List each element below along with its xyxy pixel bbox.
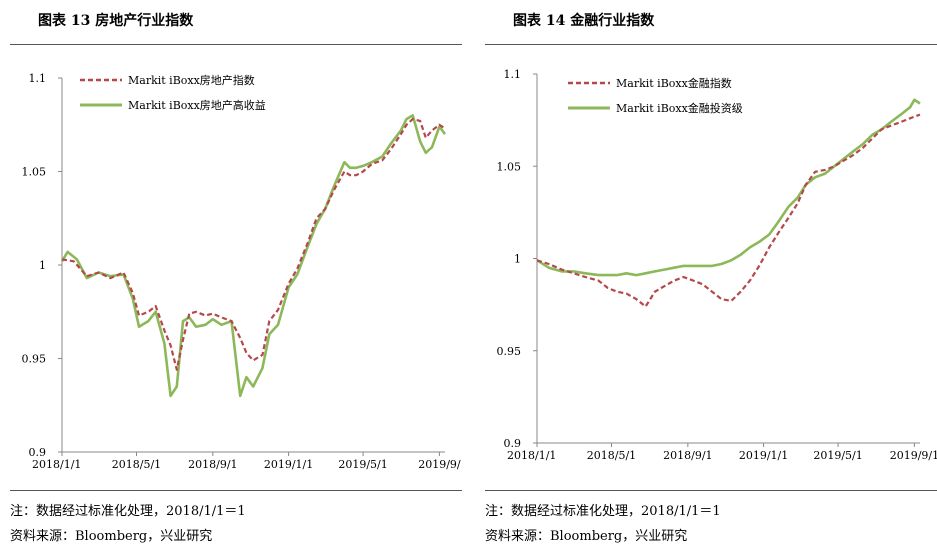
y-tick-label: 1.1 <box>504 68 522 81</box>
y-tick-label: 0.9 <box>504 437 522 450</box>
panel-real-estate: 图表 13 房地产行业指数 0.9 0.95 1 1.05 1.1 2018/1/1 201… <box>0 0 462 551</box>
x-tick-label: 2019/9/1 <box>890 449 937 462</box>
top-rule <box>10 44 462 45</box>
y-tick-label: 0.95 <box>22 353 47 366</box>
y-tick-label: 0.95 <box>497 345 522 358</box>
chart-note: 注：数据经过标准化处理，2018/1/1＝1 <box>10 504 246 519</box>
legend-label: Markit iBoxx金融指数 <box>616 76 732 90</box>
bottom-rule <box>485 490 937 491</box>
x-tick-label: 2019/5/1 <box>338 458 387 471</box>
series-line-2 <box>536 98 921 277</box>
series-line-1 <box>536 113 921 308</box>
y-tick-label: 1 <box>39 259 46 272</box>
x-tick-label: 2019/9/ <box>418 458 461 471</box>
panel-financial: 图表 14 金融行业指数 0.9 0.95 1 1.05 1.1 2018/1/1 2018… <box>475 0 937 551</box>
y-tick-label: 0.9 <box>29 446 47 459</box>
series-line-2 <box>60 114 447 398</box>
figure-title: 图表 14 金融行业指数 <box>513 13 655 29</box>
x-tick-label: 2018/9/1 <box>663 449 712 462</box>
real-estate-index-chart: 0.9 0.95 1 1.05 1.1 2018/1/1 2018/5/1 2018/9/1 2… <box>22 72 461 471</box>
y-tick-label: 1 <box>514 253 521 266</box>
y-tick-label: 1.05 <box>497 160 522 173</box>
chart-source: 资料来源：Bloomberg，兴业研究 <box>10 529 213 544</box>
bottom-rule <box>10 490 462 491</box>
x-tick-label: 2019/5/1 <box>813 449 862 462</box>
x-tick-label: 2018/1/1 <box>32 458 81 471</box>
x-tick-label: 2018/9/1 <box>188 458 237 471</box>
x-tick-label: 2018/1/1 <box>507 449 556 462</box>
y-tick-label: 1.1 <box>29 72 47 85</box>
y-tick-label: 1.05 <box>22 166 47 179</box>
legend-label: Markit iBoxx房地产指数 <box>128 73 255 87</box>
x-tick-label: 2018/5/1 <box>112 458 161 471</box>
chart-source: 资料来源：Bloomberg，兴业研究 <box>485 529 688 544</box>
x-tick-label: 2019/1/1 <box>739 449 788 462</box>
series-line-1 <box>61 117 446 371</box>
x-tick-label: 2019/1/1 <box>264 458 313 471</box>
legend-label: Markit iBoxx金融投资级 <box>616 101 743 115</box>
x-tick-label: 2018/5/1 <box>587 449 636 462</box>
financial-index-chart: 0.9 0.95 1 1.05 1.1 2018/1/1 2018/5/1 2018/9/1 2… <box>497 68 937 462</box>
figure-title: 图表 13 房地产行业指数 <box>38 13 194 29</box>
legend-label: Markit iBoxx房地产高收益 <box>128 98 266 112</box>
top-rule <box>485 44 937 45</box>
chart-note: 注：数据经过标准化处理，2018/1/1＝1 <box>485 504 721 519</box>
